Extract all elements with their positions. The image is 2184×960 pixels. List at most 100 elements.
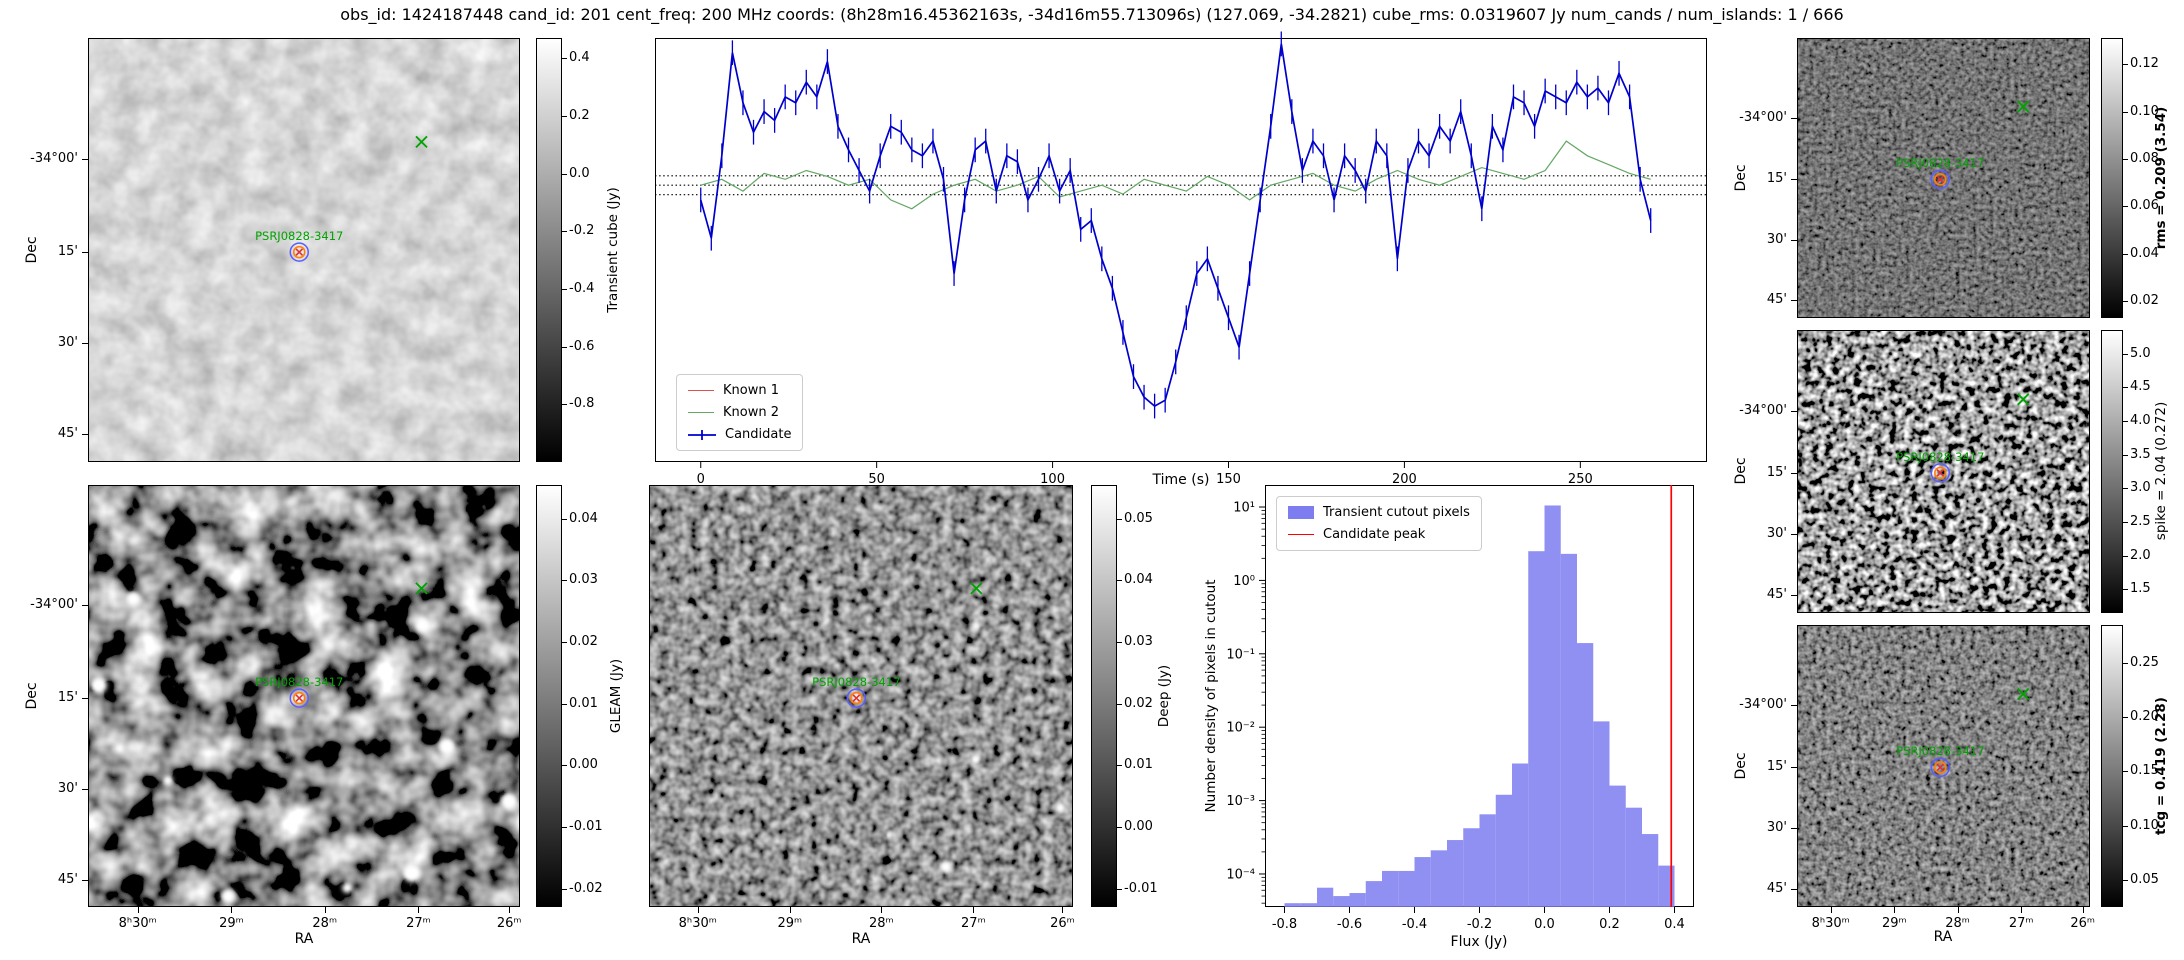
source-inner-ring [1933,173,1947,186]
comparison-x-marker [2017,100,2030,113]
dec-tick-label: -34°00' [30,150,78,166]
dec-tick-label: -34°00' [1739,109,1787,125]
source-outer-ring [1930,757,1951,778]
bright-source-blob [90,677,107,694]
dec-tickmark [1791,472,1797,474]
histogram-bar [1333,896,1350,907]
cbar-tickmark [2123,662,2128,664]
source-x-marker [1936,469,1945,477]
cbar-tickmark [1117,703,1122,705]
cbar-tickmark [562,580,567,582]
source-x-marker [295,248,304,256]
dec-tick-label: 15' [1766,464,1787,480]
cbar-tick-label: 0.03 [1124,634,1153,650]
cbar-tickmark [2123,253,2128,255]
time-tick-label: 100 [1040,472,1065,487]
cbar-tick-label: 0.04 [2130,245,2159,261]
cbar-tickmark [2123,353,2128,355]
gleam-colorbar-label: GLEAM (Jy) [608,658,624,734]
cbar-tick-label: 0.04 [569,510,598,526]
dec-tickmark [1791,767,1797,769]
cbar-tickmark [2123,111,2128,113]
dec-tick-label: 30' [1766,820,1787,836]
flux-tick-label: -0.6 [1337,917,1362,932]
cbar-tick-label: 0.02 [1124,695,1153,711]
ra-tickmark [2021,907,2023,913]
cbar-tick-label: 0.05 [1124,510,1153,526]
candidate-peak-legend-label: Candidate peak [1323,527,1426,542]
source-label: PSRJ0828-3417 [812,675,901,690]
dec-tickmark [1791,410,1797,412]
flux-tick-label: 0.4 [1664,917,1685,932]
dec-tick-label: 45' [57,871,78,887]
histogram-bar [1577,643,1594,907]
dec-tickmark [1791,705,1797,707]
spike-cutout-panel: PSRJ0828-3417 [1797,330,2090,613]
lightcurve-xaxis-label: Time (s) [1152,472,1210,488]
ra-tickmark [973,907,975,913]
density-tick-label: 10⁰ [1233,574,1255,589]
histogram-legend: Transient cutout pixels Candidate peak [1276,496,1482,551]
gleam-cutout-panel: PSRJ0828-3417 [88,485,520,907]
cbar-tick-label: -0.6 [569,338,595,354]
ra-tickmark [231,907,233,913]
transient-noise-image [89,39,519,461]
dec-tickmark [82,343,88,345]
histogram-bar [1414,857,1431,907]
source-x-marker [1936,175,1945,184]
flux-histogram-plot: -0.8 -0.6 -0.4 -0.2 0.0 0.2 0.4 10⁻⁴ 10⁻³ 10⁻² 10⁻… [1226,485,1685,932]
dec-tick-label: 45' [1766,880,1787,896]
transient-colorbar-label: Transient cube (Jy) [605,187,621,313]
bright-source-blob [403,864,421,883]
cbar-tick-label: 0.00 [1124,818,1153,834]
dec-tickmark [82,252,88,254]
cbar-tickmark [2123,454,2128,456]
dec-tickmark [82,788,88,790]
rms-colorbar-label: rms = 0.209 (3.54) [2153,106,2169,250]
cbar-tick-label: 0.0 [569,165,590,181]
ra-tick-label: 26ᵐ [1050,916,1075,931]
cbar-tick-label: 3.5 [2130,446,2151,462]
time-tick-label: 50 [868,472,885,487]
cbar-tick-label: 0.12 [2130,56,2159,72]
cbar-tick-label: 0.00 [569,757,598,773]
legend-item-candidate: Candidate [688,427,791,442]
known1-line-swatch [688,390,714,391]
density-tick-label: 10⁻² [1226,721,1255,736]
ra-tickmark [509,907,511,913]
comparison-x-marker [415,582,428,595]
dec-tickmark [1791,533,1797,535]
cbar-tick-label: -0.2 [569,223,595,239]
cbar-tickmark [562,115,567,117]
histogram-bar [1349,893,1366,907]
dec-tickmark [1791,828,1797,830]
bright-source-blob [162,775,173,786]
cbar-tick-label: 1.5 [2130,581,2151,597]
cbar-tick-label: 4.5 [2130,379,2151,395]
dec-tickmark [82,605,88,607]
density-tick-label: 10¹ [1233,501,1255,516]
cbar-tick-label: -0.4 [569,280,595,296]
bright-source-blob [342,883,353,894]
dec-tick-label: 30' [1766,231,1787,247]
dec-tick-label: 30' [57,335,78,351]
histogram-bar [1495,794,1512,907]
source-label: PSRJ0828-3417 [255,229,344,244]
ra-tickmark [1062,907,1064,913]
source-outer-ring [289,688,309,708]
dec-tickmark [1791,594,1797,596]
dec-tick-label: 45' [1766,586,1787,602]
cbar-tickmark [1117,765,1122,767]
density-tick-label: 10⁻¹ [1226,647,1255,662]
ra-tick-label: 8ʰ30ᵐ [678,916,717,931]
dec-tick-label: 30' [57,780,78,796]
bright-source-blob [126,591,141,606]
cbar-tick-label: 0.01 [569,695,598,711]
tcg-noise-image [1798,626,2089,906]
source-x-marker [852,694,861,702]
histogram-bar [1512,763,1529,907]
dec-tick-label: 15' [1766,759,1787,775]
source-inner-ring [1933,761,1947,774]
cbar-tickmark [562,765,567,767]
